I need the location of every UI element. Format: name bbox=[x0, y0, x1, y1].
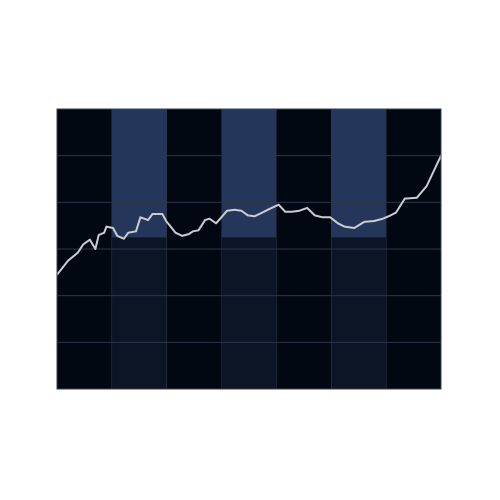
gridlines bbox=[57, 109, 441, 389]
plot-frame bbox=[56, 108, 442, 390]
series-layer bbox=[56, 154, 442, 276]
column-band-highlight bbox=[331, 109, 387, 238]
column-band-highlight bbox=[111, 109, 167, 238]
series-line bbox=[56, 154, 442, 276]
column-band-highlight bbox=[221, 109, 277, 238]
